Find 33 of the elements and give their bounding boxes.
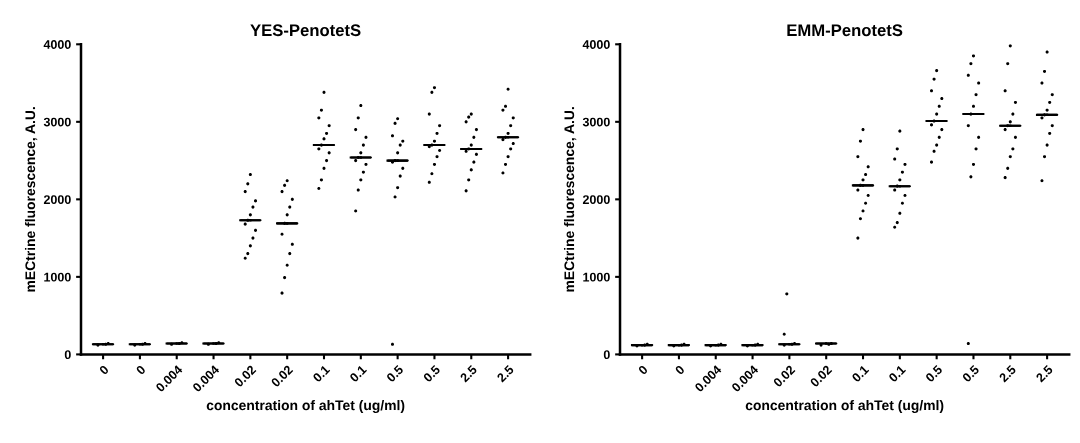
x-tick-label: 0.1 [349,364,368,383]
y-tick-label: 0 [64,350,71,360]
x-tick-label: 2.5 [496,364,515,383]
chart-title: EMM-PenotetS [787,24,903,37]
x-tick-label: 0.1 [888,364,907,383]
y-tick-label: 1000 [44,272,71,282]
x-tick-label: 0.5 [961,364,980,383]
y-tick-label: 3000 [582,117,610,127]
y-tick-label: 2000 [43,195,71,204]
x-tick-label: 2.5 [1035,364,1054,383]
y-tick-label: 4000 [43,40,71,49]
y-axis-title: mECtrine fluorescence, A.U. [563,107,577,292]
x-tick-label: 0.1 [851,364,870,383]
x-tick-label: 0 [674,364,686,376]
y-axis-title: mECtrine fluorescence, A.U. [24,107,38,292]
y-tick-label: 3000 [43,117,71,127]
chart-title: YES-PenotetS [250,24,361,37]
x-tick-label: 0 [135,364,147,376]
x-axis-title: concentration of ahTet (ug/ml) [745,400,944,414]
y-tick-label: 1000 [583,272,610,282]
x-tick-label: 2.5 [998,364,1017,383]
y-tick-label: 0 [603,350,610,360]
x-tick-label: 0 [98,364,110,376]
x-tick-label: 0.5 [385,364,404,383]
x-tick-label: 0.5 [924,364,943,383]
x-tick-label: 2.5 [459,364,478,383]
x-tick-label: 0 [637,364,649,376]
x-tick-label: 0.5 [422,364,441,383]
x-axis-title: concentration of ahTet (ug/ml) [206,400,405,414]
y-tick-label: 4000 [582,40,610,49]
x-tick-label: 0.02 [809,364,833,388]
y-tick-label: 2000 [582,195,610,204]
x-tick-label: 0.1 [312,364,331,383]
